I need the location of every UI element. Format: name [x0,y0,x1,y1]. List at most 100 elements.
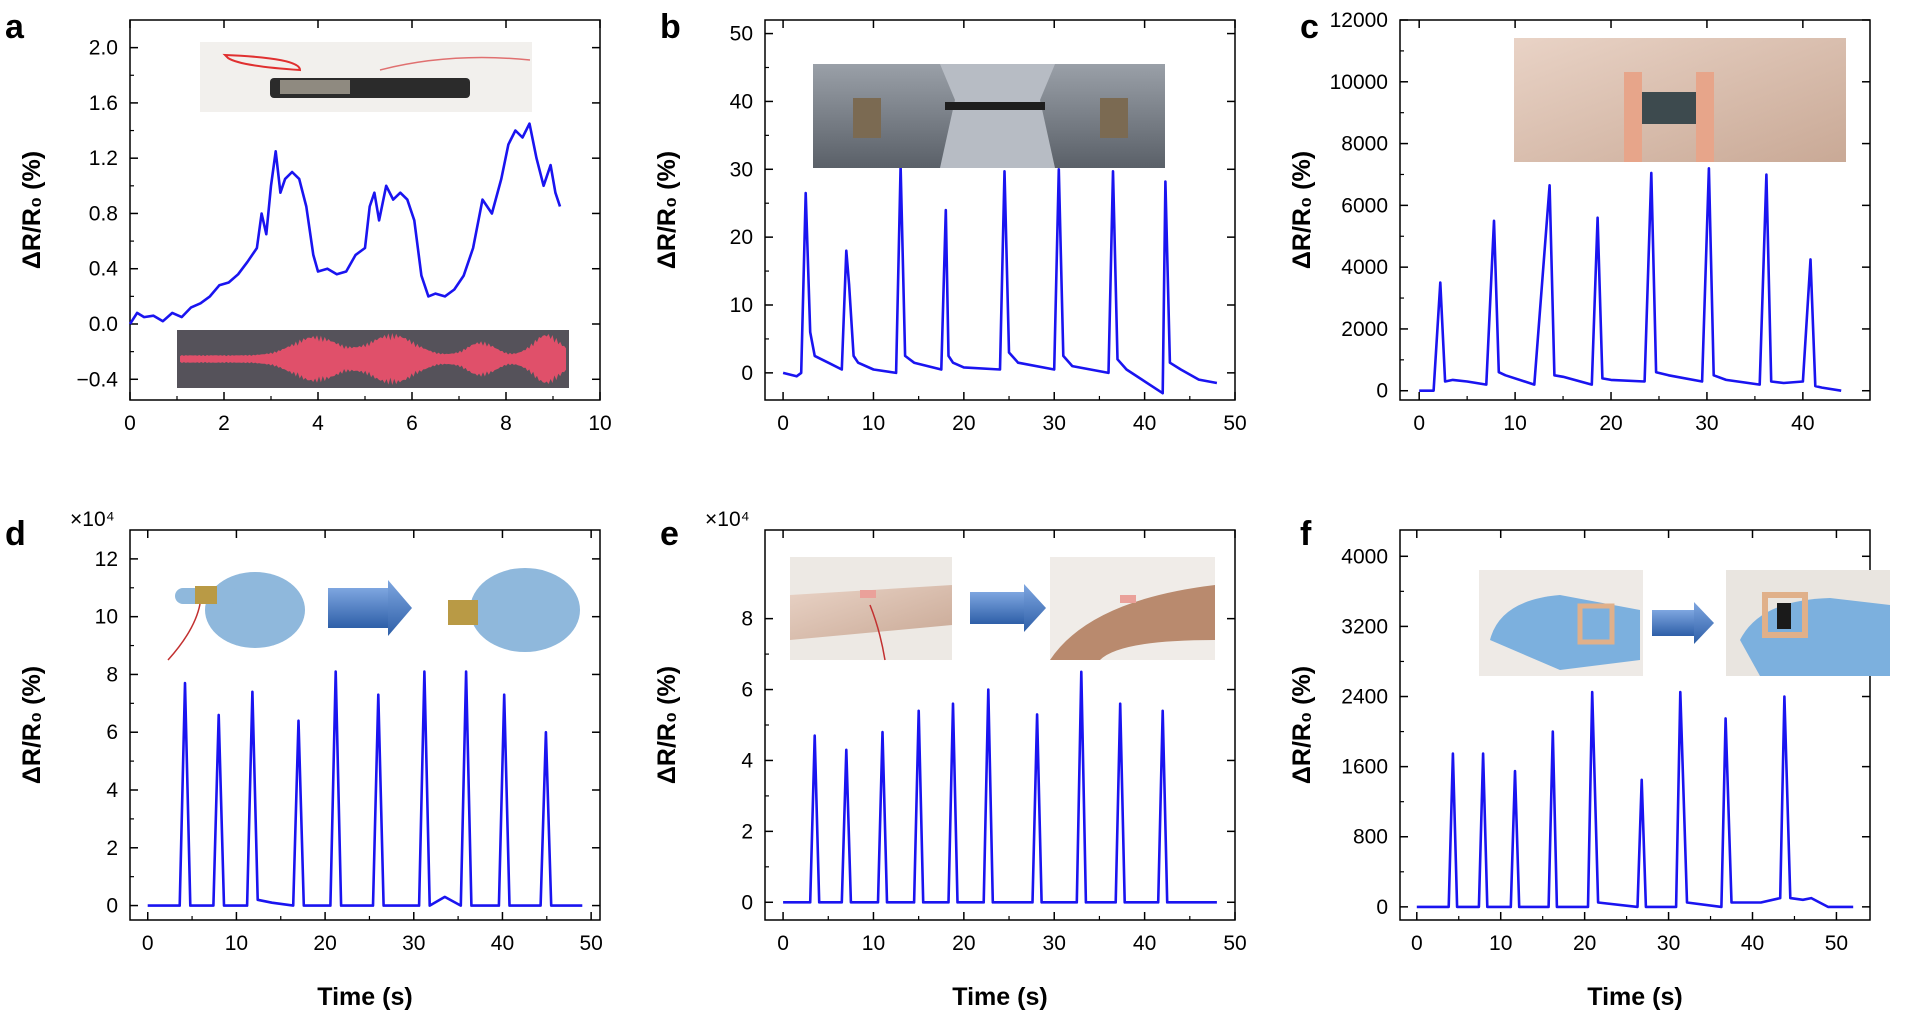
y-tick-label: 12 [95,548,118,571]
x-tick-label: 40 [1741,932,1764,955]
y-tick-label: 800 [1353,826,1388,849]
y-tick-label: 8 [106,663,118,686]
panel-d: 0 10 20 30 40 50 0 2 4 6 8 10 12 d ΔR/R₀ (%) Time (s) ×1… [5,508,603,1011]
series-line [782,164,1218,395]
series-line [783,670,1217,904]
x-tick-label: 30 [1043,932,1066,955]
x-axis-title: Time (s) [1587,983,1682,1011]
y-tick-label: 0 [741,891,753,914]
panel-c: 0 10 20 30 40 0 2000 4000 6000 8000 10000 12000 c ΔR/… [1288,8,1871,435]
inset-photo-f-glove-stretch [1479,570,1890,676]
series-line [128,122,562,325]
y-tick-label: 0.0 [89,313,118,336]
y-tick-label: 0 [741,362,753,385]
plot-frame [129,529,601,921]
x-tick-label: 30 [402,932,425,955]
panel-letter: f [1300,515,1312,553]
x-tick-label: 10 [1489,932,1512,955]
y-tick-label: 40 [730,90,753,113]
y-tick-label: 0 [106,895,118,918]
x-tick-label: 10 [1503,412,1526,435]
y-tick-label: 3200 [1341,615,1388,638]
x-tick-label: 4 [312,412,324,435]
panel-letter: b [660,8,681,46]
inset-photo-a-device [200,42,532,112]
x-tick-label: 0 [124,412,136,435]
y-axis-title: ΔR/R₀ (%) [653,151,681,269]
plot-frame [1399,529,1871,921]
series-line [1419,167,1842,393]
y-tick-label: 6000 [1341,194,1388,217]
y-tick-label: 6 [106,721,118,744]
inset-photo-b-clamp [813,64,1165,168]
y-axis-title: ΔR/R₀ (%) [1288,151,1316,269]
panel-e: 0 10 20 30 40 50 0 2 4 6 8 e ΔR/R₀ (%) Time (s) ×10⁴ [653,508,1247,1011]
panel-letter: d [5,515,26,553]
x-tick-label: 30 [1695,412,1718,435]
inset-sound-waveform-a [177,330,569,388]
y-tick-label: 2000 [1341,318,1388,341]
x-tick-label: 20 [1599,412,1622,435]
y-axis-title: ΔR/R₀ (%) [653,666,681,784]
y-axis-title: ΔR/R₀ (%) [1288,666,1316,784]
x-tick-label: 40 [1133,932,1156,955]
y-multiplier-label: ×10⁴ [705,508,750,531]
x-tick-label: 30 [1043,412,1066,435]
series-line [147,670,583,907]
y-tick-label: 0 [1376,896,1388,919]
y-tick-label: 4 [106,779,118,802]
y-tick-label: 0.4 [89,258,119,281]
y-axis-title: ΔR/R₀ (%) [18,666,46,784]
inset-photo-e-wrist-bend [790,557,1215,661]
y-tick-label: 10000 [1330,71,1388,94]
x-tick-label: 6 [406,412,418,435]
panel-b: 0 10 20 30 40 50 0 10 20 30 40 50 b ΔR/R₀ (%) [653,8,1247,435]
x-tick-label: 10 [225,932,248,955]
plot-frame [1399,19,1871,401]
y-tick-label: 8000 [1341,133,1388,156]
x-tick-label: 10 [588,412,611,435]
y-tick-label: 50 [730,23,753,46]
x-tick-label: 2 [218,412,230,435]
x-tick-label: 30 [1657,932,1680,955]
x-tick-label: 10 [862,412,885,435]
inset-photo-d-finger-bend [158,555,588,661]
panel-letter: e [660,515,679,553]
x-tick-label: 10 [862,932,885,955]
panel-letter: c [1300,8,1319,46]
x-tick-label: 20 [952,412,975,435]
y-tick-label: 1600 [1341,756,1388,779]
panel-a: 0 2 4 6 8 10 −0.4 0.0 0.4 0.8 1.2 1.6 2.0 a ΔR/R₀ (%) [5,8,612,435]
x-tick-label: 50 [1825,932,1848,955]
series-line [1416,690,1854,909]
y-tick-label: 8 [741,608,753,631]
panel-letter: a [5,8,25,46]
y-tick-label: 30 [730,158,753,181]
x-tick-label: 20 [313,932,336,955]
x-tick-label: 50 [1223,412,1246,435]
y-tick-label: −0.4 [77,368,119,391]
y-tick-label: 10 [730,294,753,317]
y-tick-label: 2.0 [89,37,118,60]
x-tick-label: 0 [1411,932,1423,955]
x-tick-label: 0 [777,412,789,435]
x-tick-label: 0 [777,932,789,955]
plot-frame [764,19,1236,401]
y-tick-label: 2400 [1341,686,1388,709]
y-tick-label: 2 [741,820,753,843]
y-axis-title: ΔR/R₀ (%) [18,151,46,269]
y-tick-label: 4000 [1341,545,1388,568]
y-tick-label: 1.2 [89,147,118,170]
y-tick-label: 4 [741,749,753,772]
x-axis-title: Time (s) [952,983,1047,1011]
x-tick-label: 0 [142,932,154,955]
y-multiplier-label: ×10⁴ [70,508,115,531]
y-tick-label: 0.8 [89,202,118,225]
x-tick-label: 50 [1223,932,1246,955]
x-tick-label: 0 [1413,412,1425,435]
y-tick-label: 2 [106,837,118,860]
x-tick-label: 40 [1133,412,1156,435]
x-tick-label: 20 [1573,932,1596,955]
panel-f: 0 10 20 30 40 50 0 800 1600 2400 3200 4000 f ΔR/R₀ (%… [1288,515,1871,1011]
